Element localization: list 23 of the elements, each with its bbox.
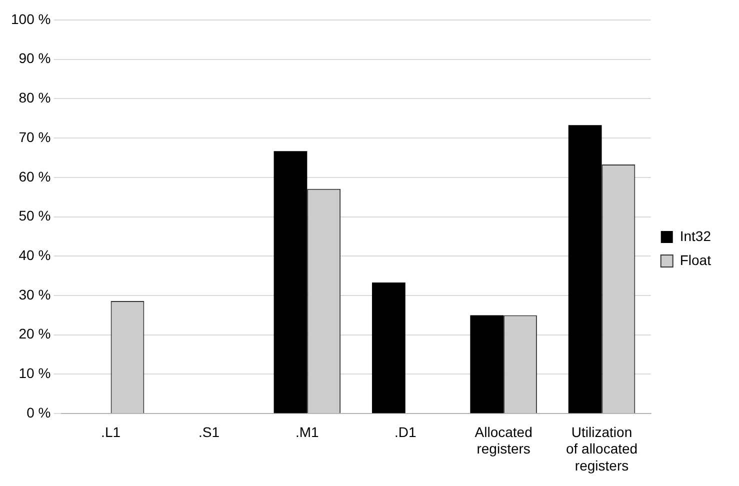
- y-tick-label: 90 %: [18, 50, 51, 66]
- bar: [372, 282, 406, 414]
- y-tick-label: 100 %: [10, 10, 51, 27]
- x-tick-label: .D1: [394, 424, 416, 440]
- y-tick-label: 60 %: [18, 168, 51, 184]
- y-tick-label: 20 %: [18, 326, 51, 342]
- bar: [470, 315, 504, 414]
- x-tick-label: .M1: [296, 424, 320, 440]
- y-tick-label: 10 %: [18, 365, 51, 382]
- y-tick-label: 70 %: [18, 128, 51, 145]
- legend-label: Float: [680, 252, 712, 268]
- bar: [274, 151, 308, 414]
- y-tick-label: 40 %: [18, 247, 51, 264]
- y-tick-label: 80 %: [18, 90, 51, 106]
- y-tick-label: 30 %: [18, 286, 51, 302]
- bar: [568, 125, 602, 414]
- x-tick-label: Allocated registers: [474, 424, 532, 457]
- legend-label: Int32: [680, 228, 712, 244]
- x-tick-label: .S1: [198, 424, 220, 440]
- y-tick-label: 50 %: [18, 208, 51, 224]
- x-tick-label: .L1: [101, 424, 121, 440]
- y-tick-label: 0 %: [26, 404, 51, 420]
- x-tick-label: Utilization of allocated registers: [566, 424, 638, 474]
